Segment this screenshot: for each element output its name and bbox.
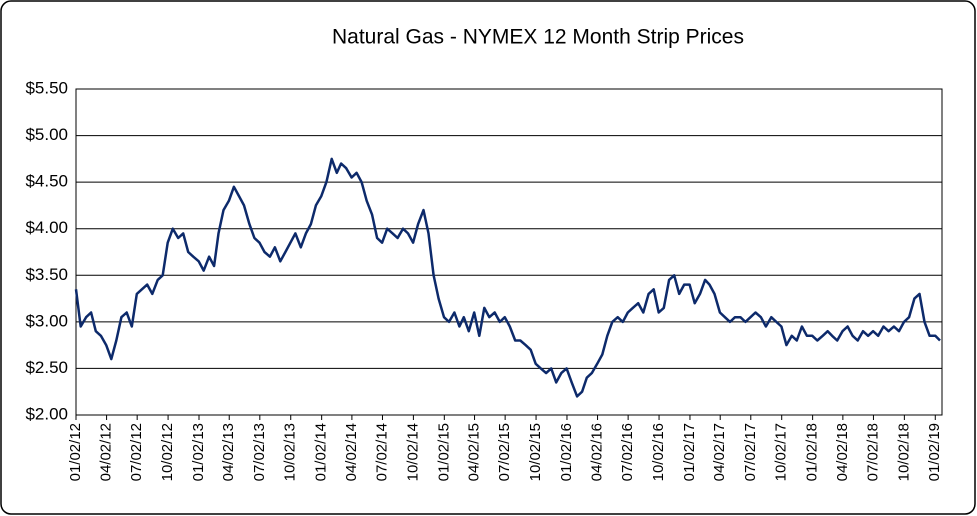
y-tick-label: $3.00 bbox=[25, 311, 68, 330]
x-tick-label: 04/02/13 bbox=[220, 423, 237, 481]
x-tick-label: 01/02/17 bbox=[681, 423, 698, 481]
x-tick-label: 04/02/12 bbox=[98, 423, 115, 481]
x-tick-label: 01/02/12 bbox=[67, 423, 84, 481]
x-tick-label: 10/02/18 bbox=[895, 423, 912, 481]
x-tick-label: 04/02/15 bbox=[466, 423, 483, 481]
x-tick-label: 07/02/17 bbox=[742, 423, 759, 481]
x-tick-label: 07/02/15 bbox=[496, 423, 513, 481]
x-tick-label: 07/02/14 bbox=[373, 423, 390, 481]
x-tick-label: 10/02/13 bbox=[282, 423, 299, 481]
y-tick-label: $3.50 bbox=[25, 265, 68, 284]
x-tick-label: 07/02/12 bbox=[128, 423, 145, 481]
chart-title: Natural Gas - NYMEX 12 Month Strip Price… bbox=[332, 26, 744, 49]
x-tick-label: 04/02/17 bbox=[711, 423, 728, 481]
x-tick-label: 10/02/17 bbox=[773, 423, 790, 481]
y-tick-label: $2.50 bbox=[25, 358, 68, 377]
y-tick-label: $2.00 bbox=[25, 404, 68, 423]
x-tick-label: 04/02/14 bbox=[343, 423, 360, 481]
x-tick-label: 07/02/13 bbox=[251, 423, 268, 481]
x-tick-label: 10/02/15 bbox=[527, 423, 544, 481]
plot-frame bbox=[75, 88, 943, 416]
x-tick-label: 07/02/16 bbox=[619, 423, 636, 481]
x-tick-label: 04/02/18 bbox=[834, 423, 851, 481]
x-tick-label: 10/02/14 bbox=[404, 423, 421, 481]
y-tick-label: $5.00 bbox=[25, 125, 68, 144]
x-tick-label: 01/02/15 bbox=[435, 423, 452, 481]
x-tick-label: 10/02/12 bbox=[159, 423, 176, 481]
y-tick-label: $4.00 bbox=[25, 218, 68, 237]
x-tick-label: 04/02/16 bbox=[589, 423, 606, 481]
x-tick-label: 01/02/18 bbox=[804, 423, 821, 481]
x-tick-label: 01/02/19 bbox=[926, 423, 943, 481]
x-tick-label: 01/02/13 bbox=[190, 423, 207, 481]
price-line bbox=[74, 157, 941, 398]
y-tick-label: $5.50 bbox=[25, 78, 68, 97]
y-tick-label: $4.50 bbox=[25, 172, 68, 191]
x-tick-label: 01/02/16 bbox=[558, 423, 575, 481]
x-tick-label: 07/02/18 bbox=[864, 423, 881, 481]
x-tick-label: 01/02/14 bbox=[313, 423, 330, 481]
x-tick-label: 10/02/16 bbox=[650, 423, 667, 481]
